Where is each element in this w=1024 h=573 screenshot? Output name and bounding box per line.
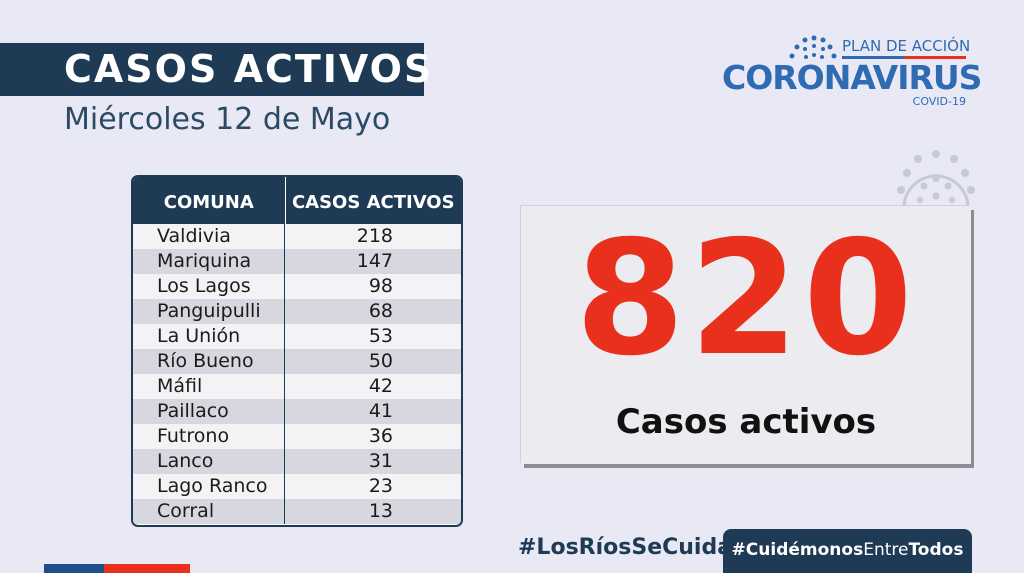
- hashtag-part-todos: Todos: [908, 540, 964, 560]
- total-cases-number: 820: [575, 207, 917, 391]
- table-row: Lanco 31: [133, 449, 461, 474]
- logo-flag-stripe: [842, 56, 966, 59]
- table-body: Valdivia 218 Mariquina 147 Los Lagos 98 Pan…: [133, 224, 461, 524]
- logo-sub-text: COVID-19: [912, 95, 966, 108]
- casos-cell: 50: [368, 350, 393, 372]
- casos-cell: 98: [368, 275, 393, 297]
- page-title-banner: CASOS ACTIVOS: [0, 43, 431, 96]
- flag-stripe: [44, 564, 190, 573]
- page-title: CASOS ACTIVOS: [64, 47, 434, 91]
- casos-cell: 13: [368, 500, 393, 522]
- table-row: Mariquina 147: [133, 249, 461, 274]
- comuna-cell: Panguipulli: [133, 299, 285, 324]
- hashtag-los-rios: #LosRíosSeCuida: [518, 535, 733, 560]
- hashtag-cuidemonos-banner: #CuidémonosEntreTodos: [723, 529, 972, 573]
- casos-cell: 31: [368, 450, 393, 472]
- flag-stripe-blue: [44, 564, 104, 573]
- total-cases-card: 820 Casos activos: [521, 206, 971, 464]
- casos-cell: 147: [356, 250, 393, 272]
- table-row: Corral 13: [133, 499, 461, 524]
- comuna-cell: Mariquina: [133, 249, 285, 274]
- comuna-cell: Paillaco: [133, 399, 285, 424]
- comuna-cell: Valdivia: [133, 224, 285, 249]
- flag-stripe-red: [104, 564, 190, 573]
- comuna-cell: Corral: [133, 499, 285, 524]
- hashtag-part-cuidemonos: #Cuidémonos: [731, 540, 864, 560]
- casos-cell: 42: [368, 375, 393, 397]
- coronavirus-plan-logo: PLAN DE ACCIÓN CORONAVIRUS COVID-19: [722, 32, 982, 112]
- comuna-cell: Futrono: [133, 424, 285, 449]
- logo-main-text: CORONAVIRUS: [722, 58, 982, 97]
- casos-cell: 41: [368, 400, 393, 422]
- casos-cell: 218: [356, 225, 393, 247]
- comuna-cell: Máfil: [133, 374, 285, 399]
- table-row: Lago Ranco 23: [133, 474, 461, 499]
- casos-cell: 36: [368, 425, 393, 447]
- table-row: Paillaco 41: [133, 399, 461, 424]
- comuna-cell: Río Bueno: [133, 349, 285, 374]
- table-row: Río Bueno 50: [133, 349, 461, 374]
- table-row: La Unión 53: [133, 324, 461, 349]
- comuna-cell: Los Lagos: [133, 274, 285, 299]
- column-header-comuna: COMUNA: [133, 177, 286, 224]
- casos-cell: 68: [368, 300, 393, 322]
- comuna-cell: La Unión: [133, 324, 285, 349]
- comuna-cell: Lago Ranco: [133, 474, 285, 499]
- table-row: Los Lagos 98: [133, 274, 461, 299]
- total-cases-label: Casos activos: [615, 402, 877, 442]
- table-row: Futrono 36: [133, 424, 461, 449]
- decorative-virus-icon: [897, 150, 975, 209]
- date-subtitle: Miércoles 12 de Mayo: [64, 102, 391, 137]
- table-row: Panguipulli 68: [133, 299, 461, 324]
- casos-cell: 23: [368, 475, 393, 497]
- hashtag-part-entre: Entre: [863, 540, 909, 560]
- virus-icon: [789, 35, 837, 59]
- column-header-casos: CASOS ACTIVOS: [291, 192, 455, 213]
- logo-plan-text: PLAN DE ACCIÓN: [842, 37, 971, 55]
- table-row: Máfil 42: [133, 374, 461, 399]
- comuna-cell: Lanco: [133, 449, 285, 474]
- active-cases-table: COMUNA CASOS ACTIVOS Valdivia 218 Mariqui…: [131, 175, 463, 527]
- casos-cell: 53: [368, 325, 393, 347]
- table-row: Valdivia 218: [133, 224, 461, 249]
- table-header: COMUNA CASOS ACTIVOS: [133, 177, 461, 224]
